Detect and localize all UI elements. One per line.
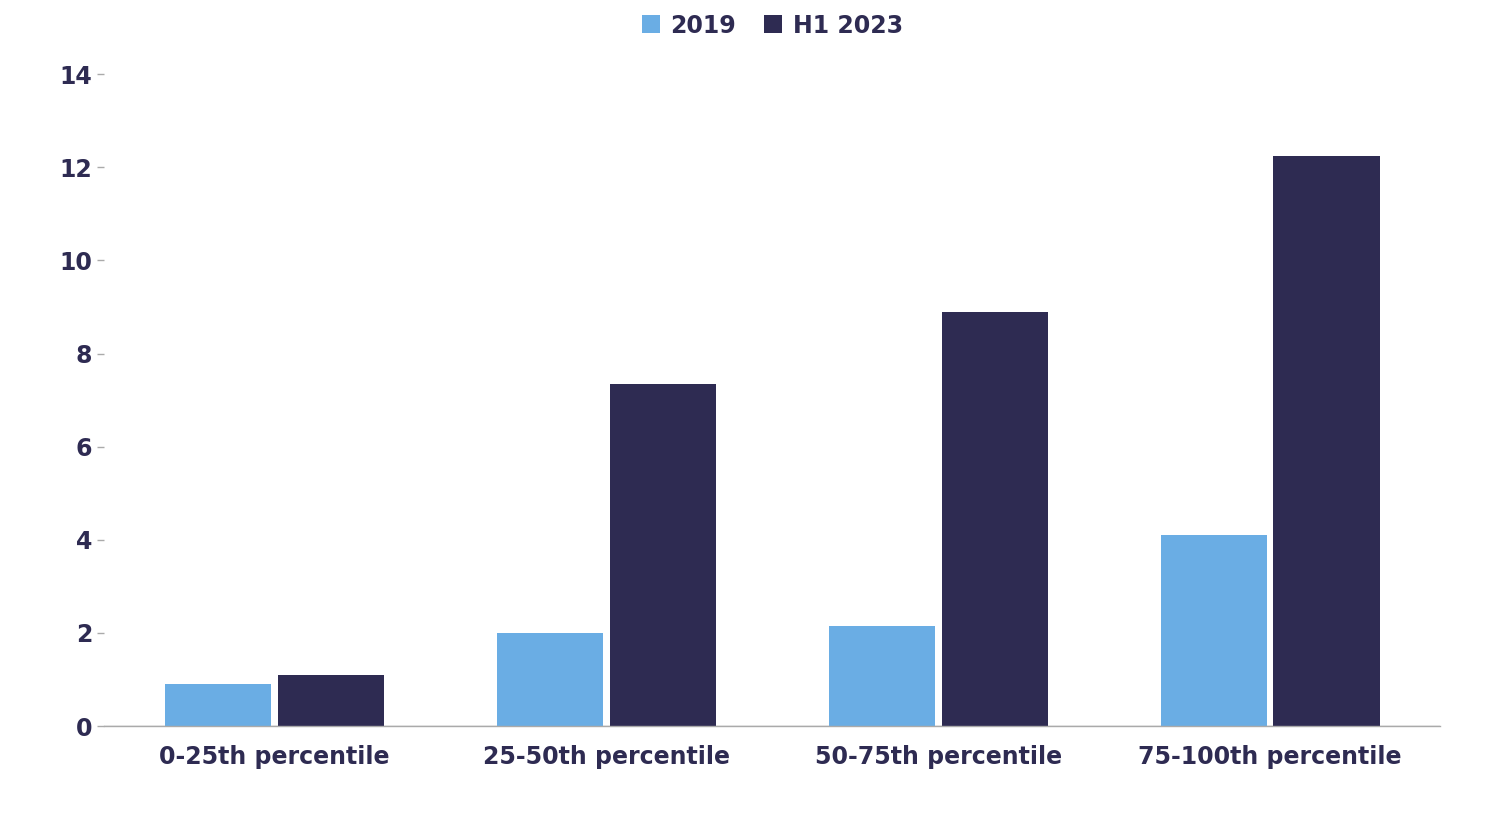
Bar [609, 384, 716, 726]
Bar [278, 675, 383, 726]
Bar [1274, 156, 1380, 726]
Bar [496, 633, 603, 726]
Bar [941, 312, 1048, 726]
Bar [829, 626, 936, 726]
Legend: 2019, H1 2023: 2019, H1 2023 [642, 14, 903, 39]
Bar [165, 684, 270, 726]
Bar [1161, 535, 1267, 726]
